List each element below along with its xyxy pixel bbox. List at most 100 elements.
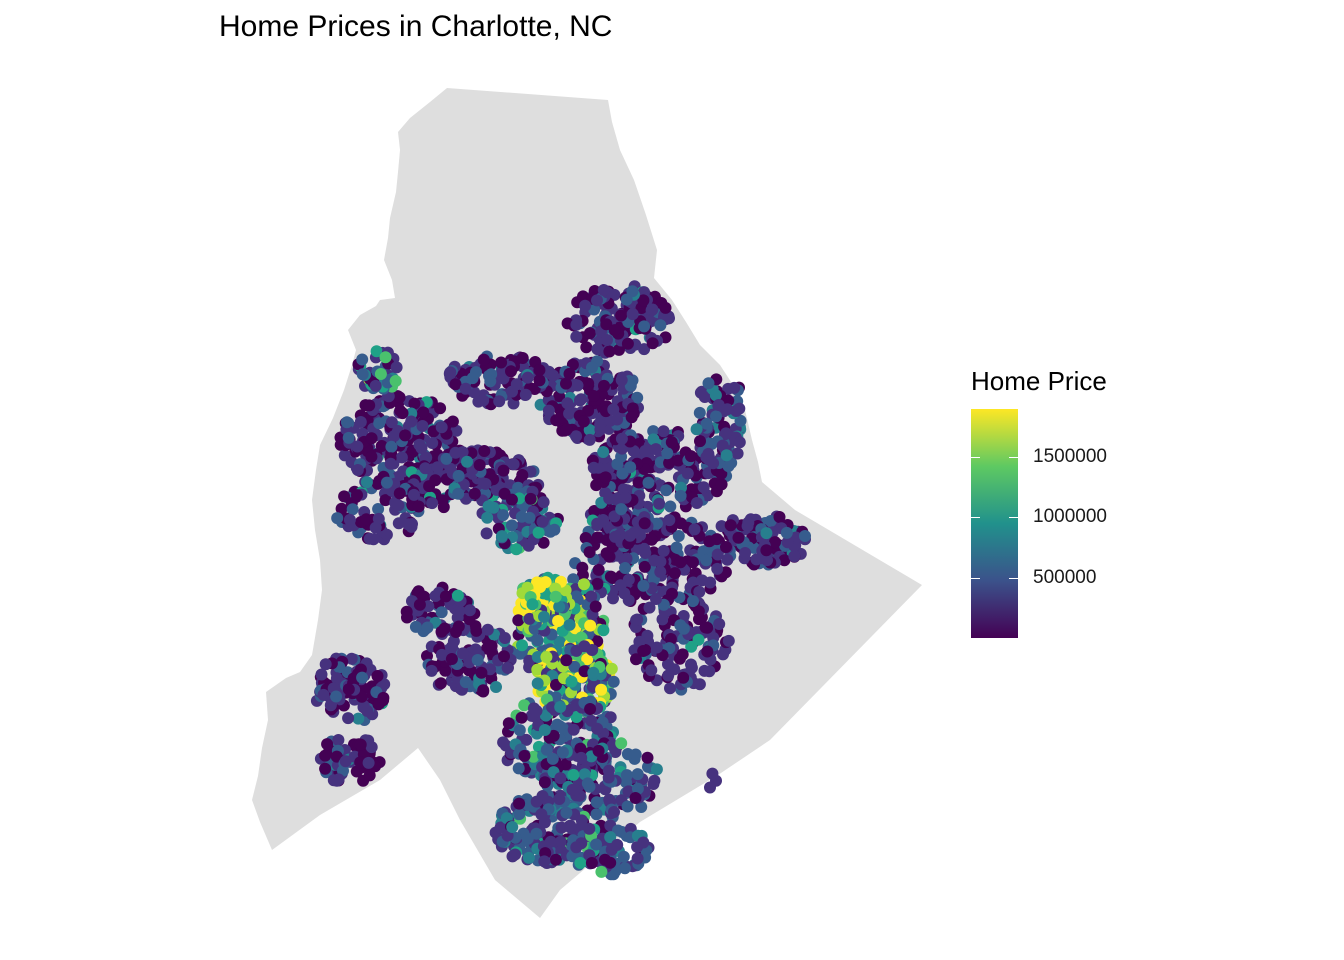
- home-point: [568, 783, 581, 796]
- home-point: [597, 446, 610, 458]
- home-point: [591, 531, 604, 544]
- home-point: [742, 516, 755, 529]
- home-point: [657, 544, 670, 557]
- home-point: [615, 309, 628, 322]
- home-point: [624, 529, 636, 542]
- home-point: [412, 500, 425, 513]
- home-point: [447, 635, 460, 648]
- home-point: [581, 653, 594, 666]
- home-point: [668, 567, 681, 580]
- home-point: [360, 476, 373, 489]
- home-point: [542, 404, 555, 417]
- home-point: [518, 749, 531, 762]
- home-point: [597, 284, 610, 296]
- home-point: [659, 301, 672, 314]
- home-point: [342, 683, 355, 696]
- home-point: [519, 388, 532, 401]
- home-point: [453, 605, 466, 618]
- home-point: [646, 303, 659, 316]
- home-point: [637, 294, 650, 307]
- home-point: [537, 536, 550, 549]
- home-point: [583, 327, 596, 340]
- home-point: [449, 378, 462, 391]
- home-point: [591, 294, 603, 307]
- home-point: [704, 781, 716, 794]
- home-point: [607, 403, 620, 416]
- home-point: [536, 515, 549, 528]
- home-point: [527, 702, 540, 715]
- home-point: [700, 417, 713, 430]
- home-point: [385, 440, 398, 453]
- home-point: [722, 634, 735, 647]
- home-point: [544, 835, 557, 848]
- home-point: [532, 526, 545, 539]
- home-point: [653, 497, 666, 510]
- home-point: [546, 752, 559, 765]
- home-point: [533, 364, 546, 377]
- home-point: [607, 675, 620, 688]
- home-point: [732, 531, 745, 544]
- home-point: [632, 476, 645, 489]
- home-point: [638, 560, 651, 573]
- home-point: [622, 594, 635, 607]
- home-point: [630, 653, 642, 666]
- home-point: [506, 850, 519, 863]
- home-point: [526, 598, 539, 611]
- home-point: [516, 639, 528, 652]
- county-boundary: [252, 88, 922, 918]
- home-point: [778, 554, 791, 567]
- home-point: [703, 665, 716, 678]
- home-point: [687, 556, 699, 569]
- home-point: [692, 633, 705, 646]
- home-point: [699, 621, 712, 634]
- home-point: [506, 385, 518, 398]
- home-point: [780, 526, 793, 539]
- home-point: [638, 542, 651, 555]
- home-point: [639, 444, 652, 457]
- home-point: [506, 821, 519, 833]
- home-point: [650, 763, 663, 776]
- home-point: [405, 415, 418, 428]
- home-point: [720, 449, 733, 462]
- home-point: [369, 379, 382, 392]
- home-point: [649, 443, 662, 456]
- home-point: [665, 436, 678, 449]
- legend-tick-label: 1500000: [1033, 446, 1107, 468]
- home-point: [799, 530, 811, 542]
- home-point: [319, 762, 332, 775]
- home-point: [697, 481, 710, 494]
- home-point: [363, 769, 376, 782]
- home-point: [561, 397, 574, 410]
- home-point: [437, 501, 450, 514]
- home-point: [505, 519, 518, 532]
- home-point: [574, 742, 587, 755]
- home-point: [586, 361, 598, 374]
- home-point: [585, 590, 598, 603]
- home-point: [614, 579, 627, 592]
- home-point: [356, 671, 369, 684]
- home-point: [709, 389, 722, 402]
- home-point: [440, 452, 453, 465]
- home-point: [611, 458, 624, 471]
- home-point: [352, 712, 365, 725]
- home-point: [338, 449, 351, 462]
- home-point: [392, 499, 405, 512]
- home-point: [354, 738, 367, 751]
- home-point: [373, 417, 386, 430]
- home-point: [530, 795, 543, 808]
- home-point: [642, 476, 655, 489]
- home-point: [631, 782, 644, 795]
- home-point: [481, 511, 494, 524]
- home-point: [429, 474, 442, 487]
- home-point: [677, 671, 690, 684]
- home-point: [452, 469, 465, 482]
- home-point: [618, 862, 631, 875]
- home-point: [604, 570, 617, 583]
- home-point: [339, 755, 352, 768]
- home-point: [692, 605, 705, 618]
- home-point: [615, 503, 628, 516]
- home-point: [654, 319, 667, 332]
- home-point: [363, 532, 376, 545]
- home-point: [361, 704, 374, 717]
- home-point: [332, 734, 345, 746]
